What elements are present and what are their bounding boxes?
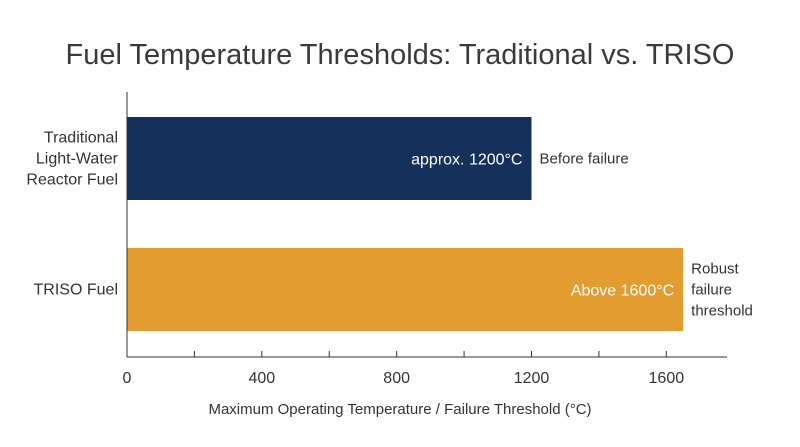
bar-1: [127, 248, 684, 331]
category-label-0-line: Traditional: [44, 130, 118, 147]
x-tick-label: 400: [248, 370, 275, 387]
x-tick-label: 0: [123, 370, 132, 387]
bars-group: [127, 117, 684, 331]
data-label-0: approx. 1200°C: [411, 152, 522, 169]
category-label-0-line: Reactor Fuel: [26, 172, 118, 189]
annotation-0-line: Before failure: [539, 151, 628, 168]
x-tick-label: 800: [383, 370, 410, 387]
category-label-0-line: Light-Water: [36, 151, 119, 168]
category-label-0: Traditional Light-Water Reactor Fuel: [26, 130, 118, 189]
annotation-1: Robust failure threshold: [691, 261, 753, 320]
data-label-1: Above 1600°C: [571, 283, 674, 300]
category-label-1-line: TRISO Fuel: [34, 282, 118, 299]
x-axis-label: Maximum Operating Temperature / Failure …: [208, 401, 591, 418]
x-tick-label: 1600: [649, 370, 685, 387]
bar-0: [127, 117, 532, 200]
annotation-1-line: threshold: [691, 303, 753, 320]
chart-title: Fuel Temperature Thresholds: Traditional…: [66, 39, 735, 71]
labels-group: Traditional Light-Water Reactor Fuel approx…: [26, 130, 752, 320]
axes-group: 0 400 800 1200 1600: [123, 92, 727, 387]
annotation-1-line: Robust: [691, 261, 739, 278]
annotation-1-line: failure: [691, 282, 732, 299]
category-label-1: TRISO Fuel: [34, 282, 118, 299]
annotation-0: Before failure: [539, 151, 628, 168]
x-tick-label: 1200: [514, 370, 550, 387]
